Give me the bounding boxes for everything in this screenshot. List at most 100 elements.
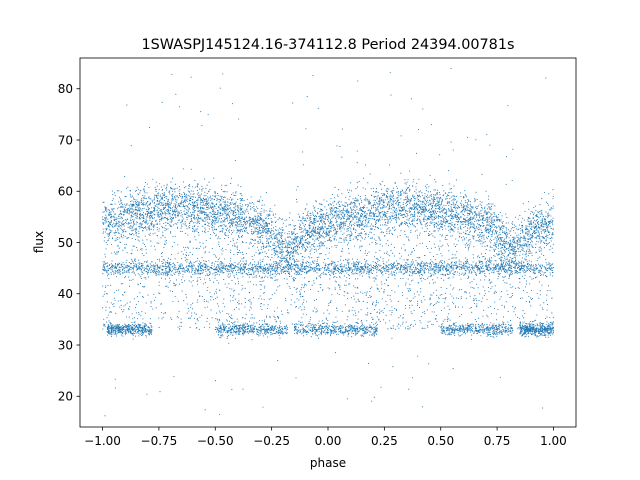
data-point <box>333 211 335 213</box>
data-point <box>360 198 362 200</box>
data-point <box>544 220 546 222</box>
data-point <box>148 225 150 227</box>
data-point <box>375 239 377 241</box>
data-point <box>223 217 225 219</box>
data-point <box>270 241 272 243</box>
data-point <box>199 196 201 198</box>
data-point <box>463 239 465 241</box>
data-point <box>529 252 531 254</box>
data-point <box>305 262 307 264</box>
data-point <box>499 233 501 235</box>
data-point <box>550 215 552 217</box>
data-point <box>193 215 195 217</box>
data-point <box>234 204 236 206</box>
data-point <box>112 224 114 226</box>
data-point <box>335 217 337 220</box>
data-point <box>476 205 478 208</box>
data-point <box>513 226 515 229</box>
data-point <box>204 204 206 206</box>
data-point <box>452 210 454 212</box>
data-point <box>287 236 290 238</box>
data-point <box>233 218 235 220</box>
data-point <box>212 211 214 213</box>
data-point <box>238 235 240 237</box>
data-point <box>349 230 351 232</box>
data-point <box>228 198 230 200</box>
data-point <box>528 252 530 254</box>
data-point <box>536 224 538 226</box>
data-point <box>241 198 243 200</box>
data-point <box>522 217 524 219</box>
data-point <box>419 219 421 221</box>
data-point <box>176 195 178 197</box>
data-point <box>271 256 273 258</box>
data-point <box>451 200 453 202</box>
data-point <box>349 224 351 226</box>
data-point <box>120 199 122 201</box>
data-point <box>368 219 370 221</box>
data-point <box>450 219 452 222</box>
data-point <box>200 202 202 204</box>
data-point <box>466 224 468 226</box>
data-point <box>207 205 210 207</box>
data-point <box>497 219 499 221</box>
data-point <box>536 234 539 237</box>
data-point <box>230 233 233 235</box>
data-point <box>402 207 404 209</box>
data-point <box>507 249 510 252</box>
data-point <box>491 232 493 234</box>
data-point <box>420 223 422 225</box>
data-point <box>322 216 324 218</box>
data-point <box>545 234 548 236</box>
data-point <box>412 204 414 206</box>
data-point <box>552 219 554 222</box>
data-point <box>338 200 340 202</box>
data-point <box>302 222 304 225</box>
data-point <box>113 222 115 224</box>
data-point <box>135 217 137 219</box>
data-point <box>545 211 547 213</box>
data-point <box>107 218 109 220</box>
data-point <box>106 227 108 229</box>
data-point <box>344 225 346 227</box>
data-point <box>118 196 120 198</box>
data-point <box>350 225 353 227</box>
data-point <box>485 226 487 228</box>
data-point <box>332 223 334 225</box>
data-point <box>145 198 147 200</box>
data-point <box>350 215 352 217</box>
data-point <box>227 212 229 214</box>
data-point <box>289 259 291 261</box>
data-point <box>502 240 504 242</box>
data-point <box>232 214 235 217</box>
data-point <box>200 217 202 219</box>
data-point <box>207 225 209 227</box>
data-point <box>447 192 449 194</box>
data-point <box>331 207 334 209</box>
data-point <box>424 206 426 208</box>
data-point <box>205 204 207 206</box>
data-point <box>522 237 524 239</box>
data-point <box>193 217 195 219</box>
data-point <box>459 225 461 227</box>
data-point <box>500 240 502 242</box>
data-point <box>177 214 180 217</box>
data-point <box>212 230 214 232</box>
data-point <box>256 229 258 231</box>
data-point <box>153 196 156 198</box>
data-point <box>445 205 447 207</box>
data-point <box>271 253 273 256</box>
data-point <box>163 222 165 224</box>
data-point <box>167 202 169 204</box>
data-point <box>173 203 175 205</box>
data-point <box>351 211 353 213</box>
data-point <box>289 257 291 260</box>
data-point <box>192 193 194 195</box>
data-point <box>505 240 507 243</box>
data-point <box>354 236 356 238</box>
data-point <box>192 202 194 204</box>
data-point <box>481 240 483 242</box>
data-point <box>181 196 184 198</box>
data-point <box>388 202 390 204</box>
data-point <box>494 236 496 238</box>
